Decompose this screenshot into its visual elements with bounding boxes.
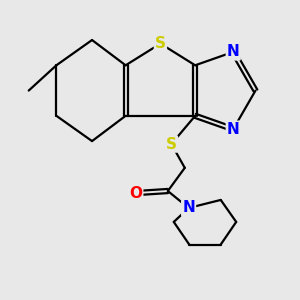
Text: S: S <box>155 36 166 51</box>
Text: O: O <box>129 186 142 201</box>
Text: N: N <box>227 122 240 137</box>
Text: S: S <box>166 136 177 152</box>
Text: N: N <box>182 200 195 215</box>
Text: N: N <box>227 44 240 59</box>
